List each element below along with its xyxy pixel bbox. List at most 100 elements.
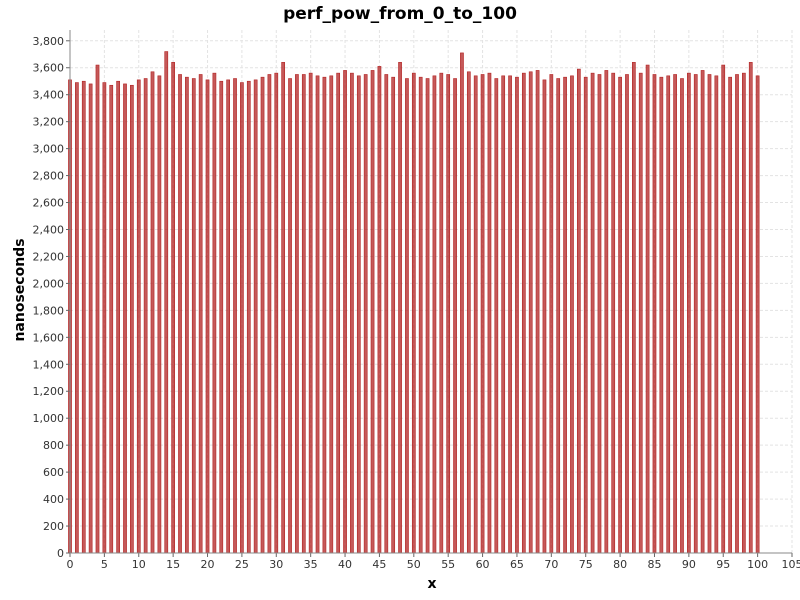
y-tick-label: 400 (43, 493, 64, 506)
bar (687, 72, 691, 554)
bar (260, 76, 265, 554)
bar (487, 72, 492, 554)
x-axis-label: x (427, 576, 437, 592)
bar (652, 74, 657, 554)
bar (212, 72, 217, 554)
x-tick-label: 105 (782, 558, 800, 571)
y-tick-label: 3,400 (33, 89, 65, 102)
axes: 02004006008001,0001,2001,4001,6001,8002,… (33, 30, 800, 571)
bar (75, 82, 79, 554)
x-tick-label: 80 (613, 558, 627, 571)
y-tick-label: 2,400 (33, 223, 65, 236)
bar (597, 74, 602, 554)
bar (205, 79, 210, 554)
bar (315, 75, 320, 554)
bar (267, 74, 272, 554)
bar (604, 70, 609, 554)
x-tick-label: 5 (101, 558, 108, 571)
y-tick-label: 1,800 (33, 304, 65, 317)
bar (494, 78, 499, 554)
bar (439, 72, 444, 554)
bar (590, 72, 595, 554)
bar (735, 74, 739, 554)
bar (556, 78, 561, 554)
bar (432, 75, 437, 554)
bar (638, 72, 643, 554)
bar (246, 80, 251, 554)
bar (693, 74, 698, 554)
x-tick-label: 40 (338, 558, 352, 571)
bar (748, 62, 753, 554)
bar (618, 76, 622, 554)
x-tick-label: 20 (201, 558, 215, 571)
bar (233, 78, 237, 554)
bar (391, 76, 396, 554)
y-tick-label: 1,000 (33, 412, 65, 425)
bar (219, 80, 224, 554)
bar (570, 75, 574, 554)
x-tick-label: 55 (441, 558, 455, 571)
bar (625, 74, 629, 554)
bar (123, 83, 127, 554)
x-tick-label: 70 (544, 558, 558, 571)
y-tick-label: 1,200 (33, 385, 65, 398)
x-tick-label: 100 (747, 558, 768, 571)
bar (329, 75, 334, 554)
x-tick-label: 0 (67, 558, 74, 571)
bar (178, 74, 182, 554)
x-tick-label: 85 (647, 558, 661, 571)
bar (81, 80, 86, 554)
y-tick-label: 800 (43, 439, 64, 452)
y-tick-label: 1,400 (33, 358, 65, 371)
bar (150, 71, 155, 554)
bar (130, 84, 134, 554)
y-tick-label: 600 (43, 466, 64, 479)
bar (157, 75, 162, 554)
y-tick-label: 200 (43, 520, 64, 533)
bar (363, 74, 368, 554)
bar (673, 74, 677, 554)
bar (370, 70, 375, 554)
bar (528, 71, 533, 554)
bar (274, 72, 279, 554)
x-tick-label: 45 (372, 558, 386, 571)
bar (680, 78, 684, 554)
bar (755, 75, 760, 554)
x-tick-label: 60 (476, 558, 490, 571)
x-tick-label: 35 (304, 558, 318, 571)
y-tick-label: 3,200 (33, 116, 65, 129)
bar (576, 68, 581, 554)
bar (632, 62, 636, 554)
bar (240, 82, 244, 554)
bar (281, 62, 286, 554)
bar (721, 64, 726, 554)
bar (198, 74, 203, 554)
bar (480, 74, 485, 554)
x-tick-label: 75 (579, 558, 593, 571)
x-tick-label: 95 (716, 558, 730, 571)
y-tick-label: 0 (57, 547, 64, 560)
x-tick-label: 10 (132, 558, 146, 571)
y-tick-label: 3,800 (33, 35, 65, 48)
bar (460, 52, 464, 554)
bar (659, 76, 664, 554)
bar (226, 79, 230, 554)
x-tick-label: 15 (166, 558, 180, 571)
y-tick-label: 3,600 (33, 62, 65, 75)
bar (666, 75, 671, 554)
x-tick-label: 65 (510, 558, 524, 571)
bar (508, 75, 512, 554)
y-tick-label: 3,000 (33, 143, 65, 156)
bar (473, 75, 478, 554)
bar (356, 75, 361, 554)
bar (645, 64, 650, 554)
bars (68, 51, 760, 554)
bar (446, 74, 451, 554)
bar (728, 76, 732, 554)
bar (515, 76, 519, 554)
bar (102, 82, 107, 554)
bar (191, 78, 196, 554)
y-tick-label: 2,800 (33, 170, 65, 183)
bar (611, 72, 616, 554)
bar (707, 74, 712, 554)
